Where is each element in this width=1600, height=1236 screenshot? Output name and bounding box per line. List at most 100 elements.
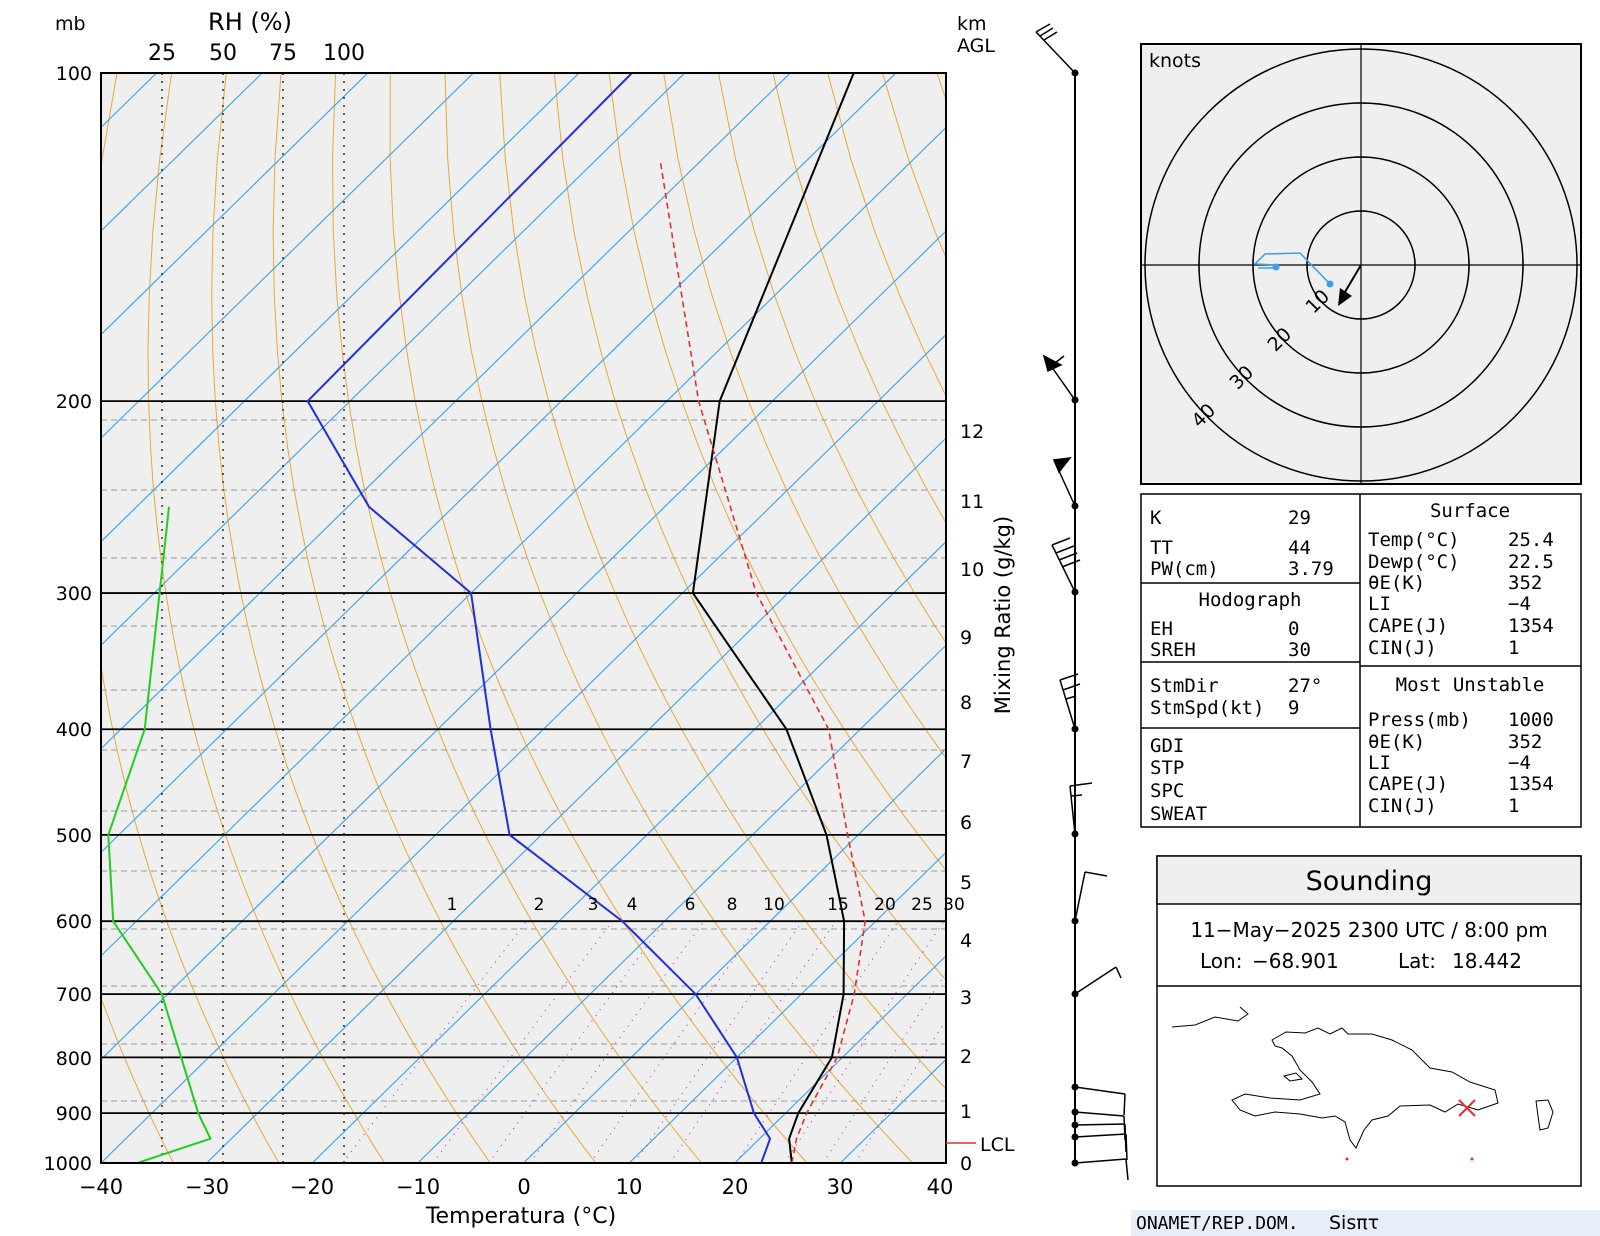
- surface-temp-label: Temp(°C): [1368, 529, 1460, 551]
- dry-adiabat-line: [389, 73, 808, 1163]
- temp-tick: −10: [396, 1175, 440, 1199]
- index-value-k: 29: [1288, 507, 1311, 529]
- height-tick: 0: [960, 1153, 972, 1175]
- temp-tick: −40: [79, 1175, 123, 1199]
- lat-label: Lat:: [1398, 949, 1436, 973]
- isotherm-line: [734, 955, 946, 1163]
- height-tick: 1: [960, 1101, 972, 1123]
- dry-adiabat-line: [608, 73, 946, 871]
- sounding-title: Sounding: [1306, 866, 1433, 897]
- mixing-ratio-tick: 25: [911, 895, 933, 915]
- isotherm-line: [101, 73, 474, 439]
- rh-gridlines: [161, 73, 345, 1163]
- height-tick: 11: [960, 491, 984, 513]
- hodograph-point: [1326, 280, 1334, 288]
- wind-barb: [1074, 1158, 1129, 1181]
- isotherm-line: [0, 73, 51, 1163]
- surface-li-label: LI: [1368, 593, 1391, 615]
- wind-barb: [1042, 354, 1076, 401]
- index-label-sweat: SWEAT: [1150, 803, 1207, 825]
- mu-thetae-label: θE(K): [1368, 731, 1425, 753]
- rh-curve: [107, 506, 212, 1163]
- dry-adiabat-line: [499, 73, 946, 1090]
- rh-tick: 100: [323, 41, 365, 66]
- dewpoint-curve: [306, 73, 772, 1163]
- pressure-gridlines: [101, 73, 946, 1163]
- index-label-stp: STP: [1150, 757, 1184, 779]
- map-dot: [1470, 1157, 1474, 1161]
- pressure-tick-labels: 100 200 300 400 500 600 700 800 900 1000: [44, 63, 92, 1175]
- isotherms: [0, 73, 946, 1163]
- dry-adiabat-line: [101, 996, 174, 1163]
- pressure-tick: 300: [56, 583, 92, 605]
- index-value-tt: 44: [1288, 537, 1311, 559]
- isotherm-line: [101, 73, 369, 336]
- temperature-curve: [691, 73, 855, 1163]
- surface-dewp-label: Dewp(°C): [1368, 551, 1460, 573]
- mu-cin-value: 1: [1508, 795, 1519, 817]
- surface-thetae-value: 352: [1508, 572, 1542, 594]
- wind-barb: [1052, 457, 1076, 507]
- dry-adiabat-line: [553, 73, 946, 981]
- index-label-stmspd: StmSpd(kt): [1150, 697, 1264, 719]
- temp-tick: 30: [827, 1175, 854, 1199]
- isotherm-line: [101, 230, 946, 1061]
- surface-cape-label: CAPE(J): [1368, 615, 1448, 637]
- map-dot: [1345, 1157, 1349, 1161]
- height-tick: 2: [960, 1046, 972, 1068]
- sounding-title-bar: [1156, 855, 1582, 905]
- index-value-sreh: 30: [1288, 639, 1311, 661]
- height-tick: 12: [960, 421, 984, 443]
- isotherm-line: [101, 73, 686, 647]
- wind-barb: [1051, 537, 1081, 593]
- surface-section-title: Surface: [1430, 500, 1510, 522]
- pressure-unit-label: mb: [55, 13, 86, 35]
- pressure-tick: 400: [56, 719, 92, 741]
- index-label-tt: TT: [1150, 537, 1173, 559]
- wind-barb-column: [1035, 23, 1129, 1181]
- mixing-ratio-tick: 20: [874, 895, 896, 915]
- mu-press-label: Press(mb): [1368, 709, 1471, 731]
- dry-adiabat-line: [211, 73, 491, 1163]
- dry-adiabats: [101, 73, 946, 1163]
- surface-cin-label: CIN(J): [1368, 637, 1437, 659]
- height-tick: 6: [960, 812, 972, 834]
- hodograph-unit-label: knots: [1149, 50, 1201, 72]
- height-tick: 10: [960, 559, 984, 581]
- location-map: [1171, 1006, 1554, 1149]
- mu-press-value: 1000: [1508, 709, 1554, 731]
- most-unstable-section-title: Most Unstable: [1396, 674, 1545, 696]
- index-value-stmspd: 9: [1288, 697, 1299, 719]
- dry-adiabat-line: [147, 73, 386, 1163]
- mixing-ratio-tick: 30: [943, 895, 965, 915]
- lon-value: −68.901: [1252, 949, 1339, 973]
- temp-tick: −20: [290, 1175, 334, 1199]
- dry-adiabat-line: [663, 73, 946, 759]
- height-tick: 4: [960, 930, 972, 952]
- lon-label: Lon:: [1200, 949, 1242, 973]
- rh-tick-labels: 25 50 75 100: [148, 41, 365, 66]
- mu-thetae-value: 352: [1508, 731, 1542, 753]
- rh-tick: 25: [148, 41, 176, 66]
- index-value-eh: 0: [1288, 618, 1299, 640]
- height-tick-labels: 12 11 10 9 8 7 6 5 4 3 2 1 0: [960, 421, 984, 1175]
- index-value-pw: 3.79: [1288, 558, 1334, 580]
- height-unit-label: km: [957, 13, 987, 35]
- hodograph-axis-ticks: [1198, 102, 1524, 428]
- gonave-island: [1282, 1072, 1304, 1082]
- height-tick: 9: [960, 627, 972, 649]
- index-label-k: K: [1150, 507, 1162, 529]
- wind-barb: [1069, 782, 1093, 835]
- height-gridlines: [101, 419, 946, 1102]
- mu-cin-label: CIN(J): [1368, 795, 1437, 817]
- mixing-ratio-line: [488, 920, 666, 1163]
- temp-tick: −30: [185, 1175, 229, 1199]
- sounding-datetime: 11−May−2025 2300 UTC / 8:00 pm: [1190, 918, 1547, 942]
- pressure-tick: 1000: [44, 1153, 92, 1175]
- mu-li-value: −4: [1508, 752, 1531, 774]
- pressure-tick: 800: [56, 1048, 92, 1070]
- isotherm-line: [101, 73, 897, 854]
- parcel-curve: [659, 159, 867, 1163]
- plot-frame: [100, 72, 947, 1164]
- pressure-tick: 500: [56, 825, 92, 847]
